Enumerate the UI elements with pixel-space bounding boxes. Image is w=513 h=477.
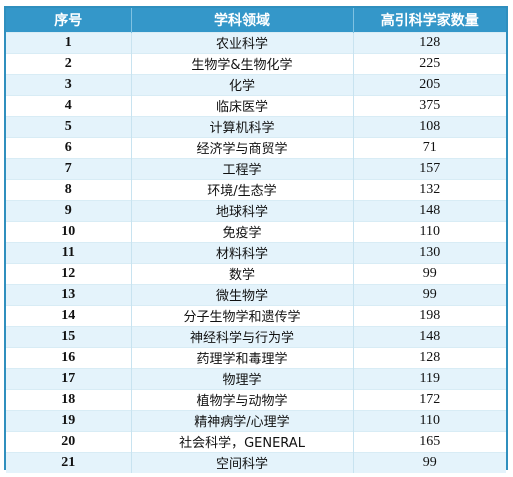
cell-count: 132 bbox=[353, 178, 506, 200]
cell-seq: 15 bbox=[6, 325, 132, 347]
table-row: 17 物理学 119 bbox=[6, 367, 506, 389]
cell-field: 地球科学 bbox=[131, 199, 354, 221]
table-row: 11 材料科学 130 bbox=[6, 241, 506, 263]
cell-count: 165 bbox=[353, 430, 506, 452]
cell-count: 99 bbox=[353, 262, 506, 284]
cell-field: 微生物学 bbox=[131, 283, 354, 305]
cell-count: 148 bbox=[353, 199, 506, 221]
table-row: 2 生物学&生物化学 225 bbox=[6, 52, 506, 74]
cell-seq: 17 bbox=[6, 367, 132, 389]
table-row: 18 植物学与动物学 172 bbox=[6, 388, 506, 410]
table-row: 15 神经科学与行为学 148 bbox=[6, 325, 506, 347]
table-row: 1 农业科学 128 bbox=[6, 31, 506, 53]
cell-field: 药理学和毒理学 bbox=[131, 346, 354, 368]
cell-seq: 13 bbox=[6, 283, 132, 305]
cell-field: 神经科学与行为学 bbox=[131, 325, 354, 347]
cell-seq: 11 bbox=[6, 241, 132, 263]
cell-count: 172 bbox=[353, 388, 506, 410]
cell-count: 205 bbox=[353, 73, 506, 95]
cell-seq: 8 bbox=[6, 178, 132, 200]
cell-field: 生物学&生物化学 bbox=[131, 52, 354, 74]
cell-field: 工程学 bbox=[131, 157, 354, 179]
cell-count: 128 bbox=[353, 31, 506, 53]
table-row: 14 分子生物学和遗传学 198 bbox=[6, 304, 506, 326]
cell-field: 社会科学，GENERAL bbox=[131, 430, 354, 452]
cell-count: 71 bbox=[353, 136, 506, 158]
cell-count: 148 bbox=[353, 325, 506, 347]
table-row: 7 工程学 157 bbox=[6, 157, 506, 179]
cell-field: 分子生物学和遗传学 bbox=[131, 304, 354, 326]
cell-seq: 20 bbox=[6, 430, 132, 452]
table-body: 1 农业科学 128 2 生物学&生物化学 225 3 化学 205 4 临床医学 375 5 计算机科学… bbox=[6, 31, 506, 473]
cell-field: 计算机科学 bbox=[131, 115, 354, 137]
cell-count: 157 bbox=[353, 157, 506, 179]
cell-field: 材料科学 bbox=[131, 241, 354, 263]
cell-seq: 19 bbox=[6, 409, 132, 431]
cell-seq: 3 bbox=[6, 73, 132, 95]
header-count: 高引科学家数量 bbox=[380, 12, 479, 29]
cell-count: 110 bbox=[353, 220, 506, 242]
table-row: 12 数学 99 bbox=[6, 262, 506, 284]
cell-seq: 14 bbox=[6, 304, 132, 326]
cell-count: 110 bbox=[353, 409, 506, 431]
cell-count: 119 bbox=[353, 367, 506, 389]
cell-count: 130 bbox=[353, 241, 506, 263]
cell-seq: 21 bbox=[6, 451, 132, 473]
cell-field: 化学 bbox=[131, 73, 354, 95]
table-row: 13 微生物学 99 bbox=[6, 283, 506, 305]
table-row: 4 临床医学 375 bbox=[6, 94, 506, 116]
cell-count: 108 bbox=[353, 115, 506, 137]
cell-field: 物理学 bbox=[131, 367, 354, 389]
cell-field: 经济学与商贸学 bbox=[131, 136, 354, 158]
table-row: 21 空间科学 99 bbox=[6, 451, 506, 473]
header-row: 序号 学科领域 高引科学家数量 bbox=[6, 8, 506, 32]
table-row: 3 化学 205 bbox=[6, 73, 506, 95]
cell-field: 农业科学 bbox=[131, 31, 354, 53]
cell-count: 128 bbox=[353, 346, 506, 368]
cell-field: 临床医学 bbox=[131, 94, 354, 116]
cell-seq: 18 bbox=[6, 388, 132, 410]
cell-seq: 10 bbox=[6, 220, 132, 242]
table-header: 序号 学科领域 高引科学家数量 bbox=[6, 8, 506, 32]
cell-count: 99 bbox=[353, 283, 506, 305]
cell-field: 环境/生态学 bbox=[131, 178, 354, 200]
cell-count: 225 bbox=[353, 52, 506, 74]
header-seq: 序号 bbox=[6, 8, 132, 32]
table-row: 5 计算机科学 108 bbox=[6, 115, 506, 137]
table-row: 6 经济学与商贸学 71 bbox=[6, 136, 506, 158]
table-row: 20 社会科学，GENERAL 165 bbox=[6, 430, 506, 452]
table-frame: 序号 学科领域 高引科学家数量 1 农业科学 128 2 生物学&生物化学 225 3 化学 2… bbox=[4, 6, 508, 473]
table-row: 19 精神病学/心理学 110 bbox=[6, 409, 506, 431]
cell-field: 精神病学/心理学 bbox=[131, 409, 354, 431]
cell-field: 空间科学 bbox=[131, 451, 354, 473]
cell-seq: 12 bbox=[6, 262, 132, 284]
cell-seq: 1 bbox=[6, 31, 132, 53]
cell-count: 99 bbox=[353, 451, 506, 473]
table-row: 9 地球科学 148 bbox=[6, 199, 506, 221]
table-row: 16 药理学和毒理学 128 bbox=[6, 346, 506, 368]
header-field: 学科领域 bbox=[131, 8, 354, 32]
cell-seq: 9 bbox=[6, 199, 132, 221]
cell-count: 375 bbox=[353, 94, 506, 116]
table-row: 10 免疫学 110 bbox=[6, 220, 506, 242]
cell-seq: 2 bbox=[6, 52, 132, 74]
data-table: 序号 学科领域 高引科学家数量 1 农业科学 128 2 生物学&生物化学 225 3 化学 2… bbox=[6, 8, 506, 473]
cell-seq: 4 bbox=[6, 94, 132, 116]
cell-seq: 6 bbox=[6, 136, 132, 158]
cell-count: 198 bbox=[353, 304, 506, 326]
cell-seq: 5 bbox=[6, 115, 132, 137]
cell-field: 植物学与动物学 bbox=[131, 388, 354, 410]
cell-seq: 7 bbox=[6, 157, 132, 179]
cell-field: 数学 bbox=[131, 262, 354, 284]
table-row: 8 环境/生态学 132 bbox=[6, 178, 506, 200]
cell-seq: 16 bbox=[6, 346, 132, 368]
cell-field: 免疫学 bbox=[131, 220, 354, 242]
